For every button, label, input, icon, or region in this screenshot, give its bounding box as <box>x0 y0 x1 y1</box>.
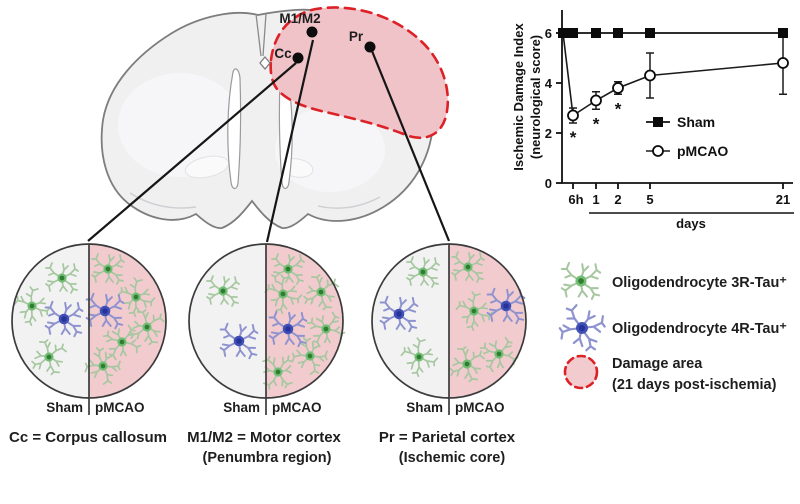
sham-label: Sham <box>223 400 260 415</box>
sham-data-point <box>568 28 578 38</box>
legend-3r-label: Oligodendrocyte 3R-Tau⁺ <box>612 275 787 291</box>
x-axis-title: days <box>676 216 706 231</box>
legend-damage-label2: (21 days post-ischemia) <box>612 377 777 393</box>
legend-4r-label: Oligodendrocyte 4R-Tau⁺ <box>612 321 787 337</box>
pmcao-label: pMCAO <box>272 400 322 415</box>
sham-half <box>12 244 89 398</box>
y-axis-title-line2: (neurological score) <box>528 35 543 159</box>
panel-m1m2: Sham pMCAO M1/M2 = Motor cortex (Penumbr… <box>187 243 346 466</box>
significance-asterisk: * <box>615 99 622 118</box>
y-tick-label: 4 <box>545 76 553 91</box>
significance-asterisk: * <box>570 128 577 147</box>
region-panels: Sham pMCAO Cc = Corpus callosum Sham pMC… <box>9 243 527 466</box>
chart-legend: Sham pMCAO <box>646 114 728 159</box>
pmcao-data-point <box>590 94 602 107</box>
pmcao-data-point <box>644 69 656 82</box>
pointer-lines <box>87 39 451 243</box>
sham-label: Sham <box>406 400 443 415</box>
pmcao-half <box>266 244 343 398</box>
damage-area <box>269 6 450 140</box>
panel-subcaption: (Ischemic core) <box>399 450 506 466</box>
line-chart: Ischemic Damage Index (neurological scor… <box>511 10 794 231</box>
significance-asterisk: * <box>593 114 600 133</box>
x-tick-label: 5 <box>646 192 653 207</box>
damage-area-icon <box>563 354 599 390</box>
sham-data-point <box>591 28 601 38</box>
sham-legend-label: Sham <box>677 114 715 130</box>
pmcao-label: pMCAO <box>95 400 145 415</box>
sham-half <box>189 244 266 398</box>
sham-legend-marker <box>653 117 663 127</box>
ventricle-left <box>227 68 242 190</box>
panel-pr: Sham pMCAO Pr = Parietal cortex (Ischemi… <box>371 243 527 466</box>
x-tick-label: 2 <box>614 192 621 207</box>
pmcao-label: pMCAO <box>455 400 505 415</box>
brain-shading-left <box>118 73 242 177</box>
midline-crease <box>255 13 267 57</box>
region-dot-m1m2 <box>306 26 318 38</box>
pmcao-data-point <box>612 82 624 94</box>
x-tick-label: 21 <box>776 192 790 207</box>
pmcao-series-line <box>562 32 784 117</box>
brain-fold-left <box>129 192 197 209</box>
pointer-line-m1m2 <box>265 39 315 243</box>
pmcao-data-point <box>777 57 789 69</box>
sham-label: Sham <box>46 400 83 415</box>
region-dot-cc <box>292 52 304 64</box>
pointer-line-cc <box>87 62 297 242</box>
sham-data-point <box>613 28 623 38</box>
region-label-pr: Pr <box>349 29 364 44</box>
brain-section: M1/M2 Pr Cc <box>100 6 450 229</box>
y-axis-title-line1: Ischemic Damage Index <box>511 23 526 171</box>
chart-series: * * * <box>558 28 789 147</box>
region-dot-pr <box>364 41 376 53</box>
figure-legend: Oligodendrocyte 3R-Tau⁺ Oligodendrocyte … <box>556 263 787 393</box>
y-tick-label: 0 <box>545 176 552 191</box>
legend-damage-label: Damage area <box>612 356 703 372</box>
x-tick-label: 6h <box>568 192 583 207</box>
pointer-line-pr <box>370 50 451 242</box>
panel-caption: Pr = Parietal cortex <box>379 429 516 446</box>
midline-diamond <box>259 55 271 71</box>
sham-data-point <box>558 28 568 38</box>
sham-data-point <box>778 28 788 38</box>
panel-caption: Cc = Corpus callosum <box>9 429 167 446</box>
x-tick-label: 1 <box>592 192 599 207</box>
pmcao-half <box>89 244 166 398</box>
pmcao-data-point <box>567 109 579 122</box>
region-label-cc: Cc <box>274 46 292 61</box>
pmcao-legend-marker <box>652 145 664 157</box>
panel-subcaption: (Penumbra region) <box>203 450 332 466</box>
oligodendrocyte-green-icon <box>562 263 600 299</box>
y-tick-label: 2 <box>545 126 552 141</box>
oligodendrocyte-blue-icon <box>556 303 608 354</box>
panel-caption: M1/M2 = Motor cortex <box>187 429 341 446</box>
pmcao-half <box>449 244 526 398</box>
brain-fold-right <box>317 196 381 209</box>
pmcao-legend-label: pMCAO <box>677 143 728 159</box>
region-label-m1m2: M1/M2 <box>279 11 320 26</box>
panel-cc: Sham pMCAO Cc = Corpus callosum <box>9 243 167 446</box>
y-tick-label: 6 <box>545 26 552 41</box>
sham-data-point <box>645 28 655 38</box>
